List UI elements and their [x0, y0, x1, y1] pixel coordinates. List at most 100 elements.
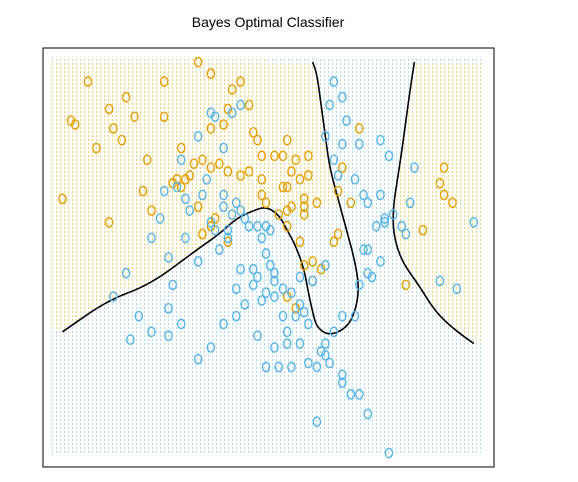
- blue-point: [181, 232, 190, 244]
- orange-point: [117, 134, 127, 146]
- blue-point: [176, 154, 186, 166]
- blue-point: [338, 377, 347, 388]
- blue-point: [257, 232, 267, 244]
- plot-frame: [42, 47, 495, 468]
- blue-point: [333, 170, 343, 181]
- orange-point: [206, 123, 216, 134]
- orange-point: [312, 197, 322, 209]
- blue-point: [282, 338, 292, 349]
- orange-point: [287, 201, 296, 212]
- orange-point: [401, 279, 411, 291]
- blue-point: [159, 185, 169, 197]
- orange-point: [282, 181, 292, 193]
- blue-point: [380, 213, 390, 224]
- blue-point: [304, 357, 313, 369]
- blue-point: [295, 271, 305, 283]
- blue-point: [363, 244, 373, 255]
- blue-point: [325, 99, 334, 111]
- blue-point: [270, 291, 279, 302]
- blue-point: [435, 275, 445, 287]
- blue-point: [270, 267, 279, 279]
- orange-point: [142, 154, 152, 166]
- orange-point: [282, 134, 292, 146]
- orange-point: [193, 201, 203, 212]
- blue-point: [253, 220, 262, 232]
- orange-point: [176, 181, 186, 193]
- blue-point: [232, 283, 241, 295]
- orange-point: [257, 150, 267, 162]
- blue-point: [325, 357, 334, 369]
- blue-point: [219, 201, 228, 212]
- orange-point: [346, 197, 356, 209]
- blue-point: [388, 209, 398, 220]
- blue-point: [354, 138, 364, 150]
- blue-point: [193, 130, 203, 142]
- orange-point: [92, 142, 101, 154]
- orange-point: [439, 162, 449, 173]
- blue-point: [198, 189, 207, 201]
- blue-point: [384, 447, 394, 459]
- blue-point: [321, 349, 330, 361]
- orange-point: [261, 197, 271, 209]
- orange-point: [138, 185, 148, 197]
- blue-point: [308, 275, 317, 287]
- blue-point: [227, 209, 237, 220]
- blue-point: [371, 220, 381, 232]
- blue-point: [193, 256, 203, 267]
- blue-point: [223, 224, 233, 236]
- blue-point: [121, 267, 131, 279]
- blue-point: [236, 99, 245, 111]
- blue-point: [270, 342, 279, 353]
- blue-point: [287, 361, 296, 373]
- orange-point: [333, 228, 343, 240]
- orange-point: [439, 189, 449, 201]
- blue-point: [261, 287, 271, 298]
- blue-point: [147, 326, 156, 338]
- blue-point: [248, 263, 258, 275]
- blue-point: [147, 232, 156, 244]
- blue-point: [312, 361, 322, 373]
- blue-point: [321, 130, 330, 142]
- blue-point: [181, 193, 190, 205]
- blue-point: [376, 134, 385, 146]
- blue-point: [206, 217, 216, 228]
- orange-point: [295, 236, 305, 248]
- blue-point: [376, 256, 385, 267]
- blue-point: [376, 189, 385, 201]
- data-points-group: [58, 56, 479, 459]
- orange-point: [333, 185, 343, 197]
- blue-point: [346, 389, 356, 400]
- decision-boundary-line-2: [392, 61, 475, 345]
- blue-point: [206, 342, 216, 353]
- orange-point: [227, 84, 237, 95]
- orange-point: [109, 123, 118, 134]
- blue-point: [299, 306, 309, 318]
- decision-boundary-line-1: [62, 61, 360, 335]
- blue-point: [223, 232, 233, 244]
- blue-point: [185, 205, 194, 216]
- orange-point: [257, 173, 267, 185]
- blue-point: [287, 287, 296, 298]
- orange-point: [121, 91, 131, 103]
- blue-point: [240, 299, 250, 310]
- orange-point: [435, 177, 445, 189]
- class-region-dot-grid: [52, 59, 481, 453]
- orange-point: [130, 111, 139, 123]
- orange-region-dots: [52, 59, 481, 341]
- orange-point: [299, 193, 309, 205]
- blue-point: [321, 260, 330, 271]
- blue-point: [338, 91, 347, 103]
- orange-point: [206, 162, 216, 173]
- orange-point: [172, 173, 182, 185]
- blue-point: [236, 205, 245, 216]
- orange-point: [58, 193, 67, 205]
- blue-point: [193, 353, 203, 365]
- blue-point: [164, 252, 173, 263]
- blue-point: [176, 318, 186, 330]
- orange-point: [291, 154, 300, 166]
- orange-point: [418, 224, 428, 236]
- blue-point: [270, 275, 279, 287]
- blue-point: [227, 107, 237, 119]
- orange-point: [206, 68, 216, 80]
